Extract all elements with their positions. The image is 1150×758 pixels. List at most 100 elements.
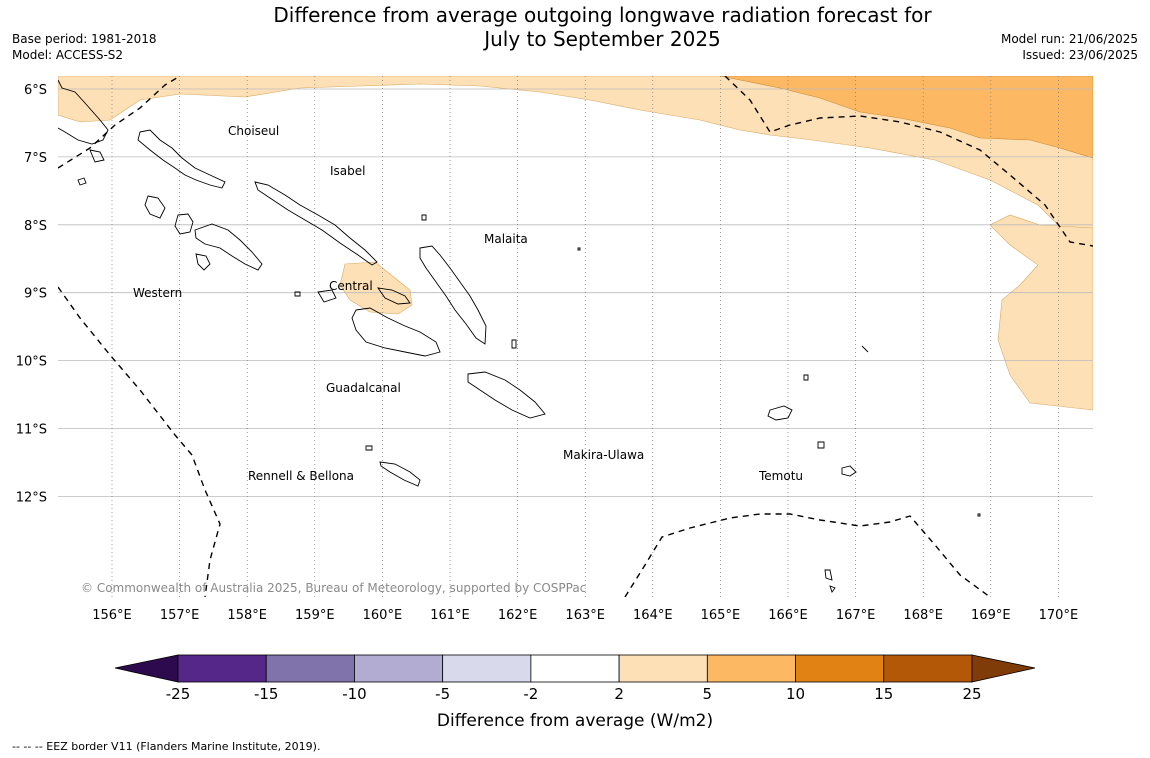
rennell-island [379, 461, 421, 487]
kolombangara-island [174, 213, 194, 235]
colorbar-tick-label: -10 [342, 685, 367, 703]
lon-label: 167°E [836, 608, 876, 623]
lon-label: 160°E [363, 608, 403, 623]
base-period-text: Base period: 1981-2018 [12, 32, 157, 46]
tikopia-island [824, 569, 836, 593]
longitude-labels: 156°E 157°E 158°E 159°E 160°E 161°E 162°E 163°E… [92, 608, 1078, 623]
eez-border-south [624, 513, 991, 597]
colorbar-tick-label: 25 [962, 685, 981, 703]
lat-label: 12°S [16, 490, 47, 505]
eez-footnote: -- -- -- EEZ border V11 (Flanders Marine… [12, 740, 321, 753]
colorbar-extension-high [971, 654, 1036, 683]
colorbar-tick-labels: -25 -15 -10 -5 -2 2 5 10 15 25 [166, 685, 982, 703]
colorbar-tick-label: 5 [703, 685, 713, 703]
colorbar-segment [795, 654, 885, 683]
islands [58, 79, 981, 593]
colorbar-tick-label: -25 [166, 685, 191, 703]
small-island-sikaiana [577, 247, 581, 251]
colorbar-tick-label: 10 [786, 685, 805, 703]
lon-label: 161°E [430, 608, 470, 623]
region-label-temotu: Temotu [758, 469, 803, 483]
title-line-2: July to September 2025 [484, 27, 721, 51]
region-label-western: Western [133, 286, 182, 300]
map-title: Difference from average outgoing longwav… [230, 3, 975, 51]
reef-islands [861, 345, 869, 353]
colorbar-segment [530, 654, 620, 683]
lat-label: 11°S [16, 423, 47, 438]
meta-left: Base period: 1981-2018 Model: ACCESS-S2 [12, 31, 157, 63]
colorbar-title: Difference from average (W/m2) [437, 711, 713, 731]
region-label-central: Central [329, 279, 373, 293]
makira-island [467, 371, 546, 419]
vella-lavella-island [144, 195, 166, 219]
lon-label: 159°E [295, 608, 335, 623]
colorbar-tick-label: 2 [614, 685, 624, 703]
anomaly-5-10 [719, 76, 1093, 159]
map-area: © Commonwealth of Australia 2025, Bureau… [58, 76, 1093, 597]
latitude-gridlines [58, 88, 1093, 497]
colorbar-tick-label: 15 [874, 685, 893, 703]
colorbar-tick-label: -5 [435, 685, 450, 703]
ulawa-island [511, 339, 517, 349]
anuta-island [977, 513, 981, 517]
title-line-1: Difference from average outgoing longwav… [273, 3, 932, 27]
lon-label: 168°E [903, 608, 943, 623]
anomaly-2-5-north [58, 76, 1093, 246]
bellona-island [365, 445, 373, 451]
lat-label: 8°S [24, 219, 47, 234]
lon-label: 169°E [971, 608, 1011, 623]
duff-islands [803, 374, 809, 381]
rendova-island [195, 253, 211, 271]
region-label-malaita: Malaita [484, 232, 528, 246]
lat-label: 6°S [24, 83, 47, 98]
new-georgia-island [194, 223, 263, 271]
copyright-text: © Commonwealth of Australia 2025, Bureau… [81, 581, 586, 595]
lat-label: 7°S [24, 151, 47, 166]
anomaly-2-5-east [989, 214, 1093, 411]
model-text: Model: ACCESS-S2 [12, 48, 124, 62]
longitude-gridlines [111, 76, 1059, 597]
small-island-west [77, 177, 87, 186]
colorbar-segment [883, 654, 973, 683]
small-island-north [89, 149, 105, 163]
russell-islands [294, 291, 301, 297]
colorbar-segment [265, 654, 355, 683]
meta-right: Model run: 21/06/2025 Issued: 23/06/2025 [1001, 31, 1138, 63]
lon-label: 165°E [701, 608, 741, 623]
vanikoro-island [841, 465, 857, 477]
colorbar-segment [442, 654, 532, 683]
region-label-isabel: Isabel [330, 164, 365, 178]
colorbar-segments [177, 654, 973, 683]
eez-borders [58, 76, 1093, 597]
guadalcanal-island [351, 307, 441, 357]
florida-islands [317, 289, 337, 303]
choiseul-island [137, 129, 226, 189]
colorbar-segment [354, 654, 444, 683]
model-run-text: Model run: 21/06/2025 [1000, 32, 1138, 46]
lon-label: 164°E [633, 608, 673, 623]
colorbar-extension-low [114, 654, 179, 683]
lon-label: 170°E [1039, 608, 1079, 623]
region-label-rennell-bellona: Rennell & Bellona [248, 469, 354, 483]
colorbar-tick-label: -15 [254, 685, 279, 703]
latitude-labels: 6°S 7°S 8°S 9°S 10°S 11°S 12°S [16, 83, 47, 505]
central-islands [377, 287, 411, 305]
issued-text: Issued: 23/06/2025 [1022, 48, 1138, 62]
isabel-island [254, 181, 378, 266]
eez-border-northeast [724, 76, 1093, 247]
lon-label: 162°E [498, 608, 538, 623]
lon-label: 158°E [227, 608, 267, 623]
colorbar-segment [618, 654, 708, 683]
lon-label: 156°E [92, 608, 132, 623]
malaita-island [419, 245, 487, 345]
lon-label: 163°E [565, 608, 605, 623]
santa-cruz-island [767, 405, 793, 421]
bougainville-island [58, 79, 109, 145]
region-label-makira-ulawa: Makira-Ulawa [563, 448, 644, 462]
lat-label: 9°S [24, 287, 47, 302]
eez-border-west [58, 286, 221, 597]
small-island-east [421, 214, 427, 221]
colorbar: -25 -15 -10 -5 -2 2 5 10 15 25 Difference from av… [114, 654, 1036, 731]
lon-label: 166°E [768, 608, 808, 623]
